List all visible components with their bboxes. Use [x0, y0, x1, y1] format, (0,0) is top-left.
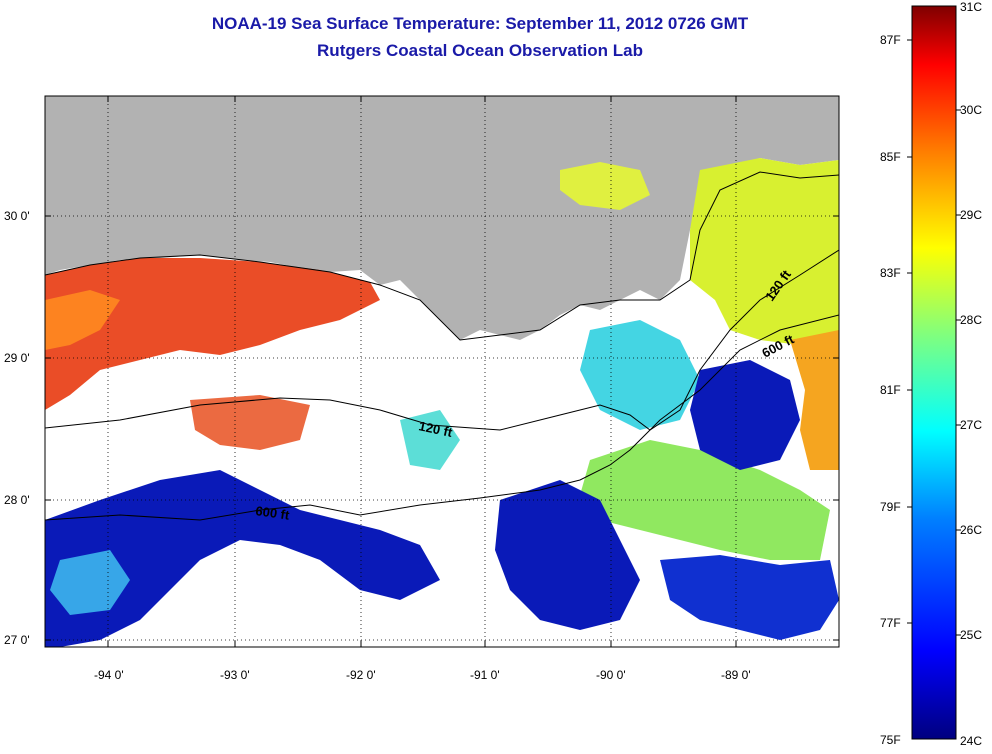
- cb-celsius-29: 29C: [960, 208, 983, 222]
- warm-region-west: [45, 258, 380, 410]
- lon-label-93: -93 0': [220, 668, 250, 682]
- grid-lines: [45, 96, 839, 647]
- contour-600ft: [45, 314, 839, 521]
- contour-label-600ft-west: 600 ft: [255, 503, 291, 523]
- cb-fahrenheit-87: 87F: [880, 33, 901, 47]
- cb-celsius-30: 30C: [960, 103, 983, 117]
- cb-celsius-28: 28C: [960, 313, 983, 327]
- coastline: [45, 171, 839, 341]
- cb-celsius-31: 31C: [960, 0, 983, 14]
- cyan-patch-mid: [400, 410, 460, 470]
- colorbar-ticks: [907, 39, 961, 636]
- lon-label-89: -89 0': [721, 668, 751, 682]
- axis-ticks: [45, 96, 839, 647]
- warm-region-west-orange: [45, 290, 120, 350]
- lon-label-91: -91 0': [470, 668, 500, 682]
- contour-120ft: [45, 249, 839, 431]
- colorbar: [911, 5, 957, 740]
- cb-fahrenheit-75: 75F: [880, 733, 901, 747]
- land-area: [45, 96, 839, 340]
- lat-label-29: 29 0': [4, 351, 30, 365]
- map-subtitle: Rutgers Coastal Ocean Observation Lab: [317, 41, 643, 60]
- cb-fahrenheit-77: 77F: [880, 616, 901, 630]
- cb-fahrenheit-81: 81F: [880, 383, 901, 397]
- yellow-patch-north: [560, 162, 650, 210]
- cyan-region-mid: [580, 320, 700, 430]
- cyan-patch-southwest: [50, 550, 130, 615]
- contour-label-120ft-mid: 120 ft: [417, 418, 454, 440]
- map-border: [44, 95, 840, 648]
- lon-label-92: -92 0': [346, 668, 376, 682]
- cb-celsius-24: 24C: [960, 734, 983, 748]
- cb-celsius-27: 27C: [960, 418, 983, 432]
- cb-fahrenheit-79: 79F: [880, 500, 901, 514]
- cb-fahrenheit-83: 83F: [880, 266, 901, 280]
- yellow-region-east: [690, 158, 839, 345]
- orange-region-east: [790, 330, 839, 470]
- map-title: NOAA-19 Sea Surface Temperature: Septemb…: [211, 14, 749, 33]
- lon-label-90: -90 0': [596, 668, 626, 682]
- cb-celsius-26: 26C: [960, 523, 983, 537]
- lat-label-27: 27 0': [4, 633, 30, 647]
- lat-label-30: 30 0': [4, 209, 30, 223]
- cb-celsius-25: 25C: [960, 628, 983, 642]
- blue-region-southwest: [45, 470, 440, 647]
- warm-region-mid: [190, 395, 310, 450]
- lat-label-28: 28 0': [4, 493, 30, 507]
- blue-region-east: [690, 360, 800, 470]
- map-body: 120 ft 600 ft 120 ft 600 ft: [45, 96, 839, 647]
- blue-region-southcentral: [495, 480, 640, 630]
- lon-label-94: -94 0': [94, 668, 124, 682]
- blue-region-southeast: [660, 555, 839, 640]
- cb-fahrenheit-85: 85F: [880, 150, 901, 164]
